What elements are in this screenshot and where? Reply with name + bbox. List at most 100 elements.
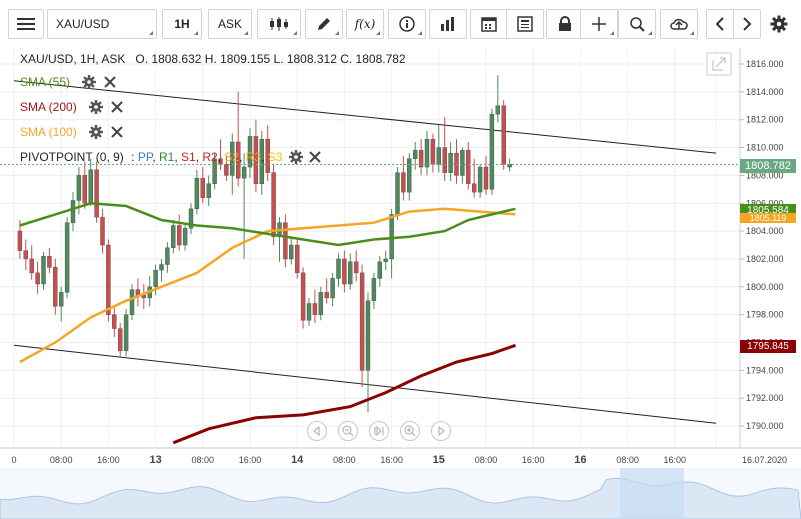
indicators-button[interactable]: f(x) xyxy=(346,9,384,39)
info-icon[interactable] xyxy=(388,9,426,39)
y-tick-label: 1808.000 xyxy=(746,170,784,180)
x-tick-label: 13 xyxy=(149,454,161,466)
candle xyxy=(271,164,276,246)
trend-channel xyxy=(13,80,717,424)
pivot-s3: S3 xyxy=(267,150,283,164)
candle-body xyxy=(76,175,82,201)
candle xyxy=(336,253,341,287)
legend-sma-200[interactable]: SMA (200) xyxy=(20,100,77,114)
candle-body xyxy=(418,150,424,168)
candle-body xyxy=(29,258,34,274)
candle-body xyxy=(188,208,194,229)
candle-body xyxy=(306,303,312,321)
hamburger-menu-icon[interactable] xyxy=(8,9,44,39)
candle xyxy=(17,219,23,259)
legend-pivotpoint[interactable]: PIVOTPOINT (0, 9) : PP, R1, S1, R2, S2, … xyxy=(20,150,283,164)
candle xyxy=(182,222,188,251)
candle xyxy=(100,208,105,254)
zoom-icon[interactable] xyxy=(618,9,656,39)
legend-sma-55[interactable]: SMA (55) xyxy=(20,75,70,89)
zoom-out-button[interactable] xyxy=(338,421,358,441)
candle xyxy=(377,256,382,287)
sma-200-line xyxy=(172,343,516,445)
candle xyxy=(59,286,64,322)
candle-body xyxy=(100,216,105,246)
candle xyxy=(224,155,229,181)
y-tick-label: 1792.000 xyxy=(746,393,784,403)
gear-icon[interactable] xyxy=(764,9,794,39)
symbol-selector[interactable]: XAU/USD xyxy=(47,9,157,39)
candle-body xyxy=(466,150,471,184)
candle-body xyxy=(112,314,117,329)
candle-body xyxy=(94,169,99,218)
x-tick-label: 08:00 xyxy=(192,455,215,465)
candle xyxy=(501,100,506,170)
candle-body xyxy=(41,255,46,285)
candle xyxy=(176,214,182,251)
candle xyxy=(194,169,200,215)
candle-body xyxy=(472,183,477,193)
x-tick-label: 0 xyxy=(11,455,16,465)
candle-body xyxy=(247,136,253,168)
candle xyxy=(401,155,406,201)
expand-icon[interactable] xyxy=(706,52,732,76)
candle-body xyxy=(401,172,406,193)
candle xyxy=(306,297,312,326)
scroll-right-button[interactable] xyxy=(431,421,451,441)
candle xyxy=(165,242,170,273)
candle xyxy=(489,108,495,195)
candle-body xyxy=(483,166,489,190)
crosshair-icon[interactable] xyxy=(580,9,618,39)
chevron-right-icon[interactable] xyxy=(733,9,761,39)
y-axis: 1790.0001792.0001794.0001796.0001798.000… xyxy=(740,59,784,431)
candle xyxy=(318,286,323,321)
news-icon[interactable] xyxy=(506,9,544,39)
candle-body xyxy=(259,138,264,184)
candle xyxy=(283,214,288,268)
candlestick-icon[interactable] xyxy=(257,9,301,39)
reset-view-button[interactable] xyxy=(369,421,389,441)
price-type-label: ASK xyxy=(217,17,242,31)
cloud-upload-icon[interactable] xyxy=(660,9,698,39)
candle xyxy=(395,167,400,220)
candle-body xyxy=(53,267,58,307)
zoom-in-button[interactable] xyxy=(400,421,420,441)
candle-body xyxy=(117,328,123,352)
sma-100-line xyxy=(19,207,516,364)
price-type-selector[interactable]: ASK xyxy=(208,9,252,39)
x-tick-label: 08:00 xyxy=(50,455,73,465)
candle-body xyxy=(407,158,412,193)
candle-body xyxy=(477,166,483,193)
candle-body xyxy=(413,150,418,159)
candle-body xyxy=(106,244,111,315)
chevron-left-icon[interactable] xyxy=(706,9,734,39)
instrument-line: XAU/USD, 1H, ASK xyxy=(20,52,126,66)
timeframe-selector[interactable]: 1H xyxy=(162,9,202,39)
candle xyxy=(265,125,270,181)
y-tick-label: 1790.000 xyxy=(746,421,784,431)
candle-body xyxy=(312,303,318,315)
candle xyxy=(29,245,34,280)
x-tick-label: 16:00 xyxy=(522,455,545,465)
candle xyxy=(200,167,206,204)
y-tick-label: 1812.000 xyxy=(746,115,784,125)
x-tick-label: 16 xyxy=(574,454,586,466)
candle-body xyxy=(123,314,129,352)
candle xyxy=(47,247,52,273)
legend-sma-100[interactable]: SMA (100) xyxy=(20,125,77,139)
candle-body xyxy=(129,289,135,315)
candle-body xyxy=(153,269,158,287)
legend-sma-55-label: SMA (55) xyxy=(20,75,71,89)
candle-body xyxy=(371,278,377,301)
bar-chart-icon[interactable] xyxy=(429,9,467,39)
x-tick-label: 16:00 xyxy=(664,455,687,465)
scroll-left-button[interactable] xyxy=(307,421,327,441)
toolbar: XAU/USD 1H ASK f(x) xyxy=(0,0,801,49)
candle xyxy=(389,208,394,279)
candle xyxy=(23,239,28,271)
pencil-icon[interactable] xyxy=(305,9,343,39)
y-tick-label: 1816.000 xyxy=(746,59,784,69)
navigator-window[interactable] xyxy=(620,468,684,519)
candle-body xyxy=(141,294,147,299)
